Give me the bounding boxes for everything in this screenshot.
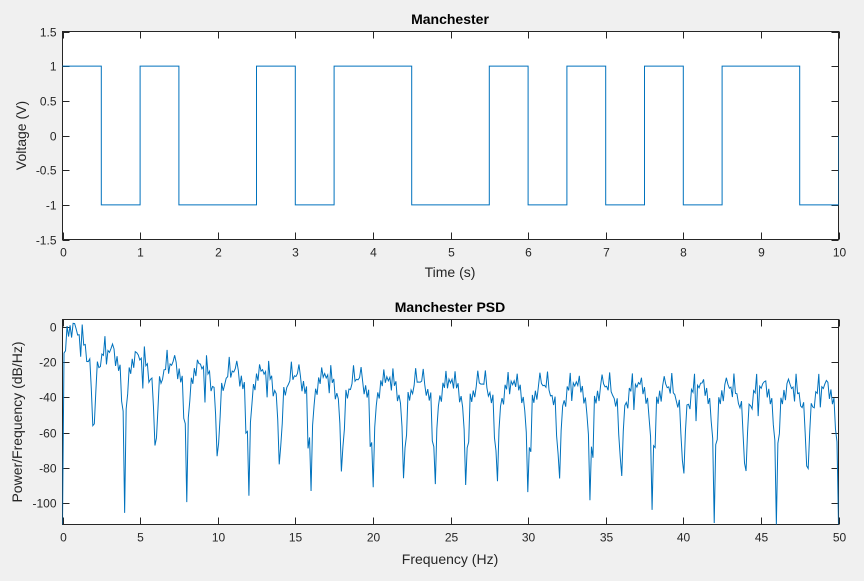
manchester-signal-ytick-label: 1.5 — [40, 26, 57, 40]
manchester-signal-trace — [62, 65, 839, 206]
manchester-psd-ytick-label: -60 — [39, 427, 57, 441]
manchester-psd-ytick-label: -80 — [39, 462, 57, 476]
manchester-psd-xtick-label: 40 — [677, 531, 691, 545]
manchester-signal-ytick-label: -0.5 — [36, 164, 57, 178]
manchester-signal-axes: Manchester Time (s) Voltage (V) 0 1 2 3 4 5 6 7… — [13, 11, 846, 280]
manchester-psd-ytick-label: 0 — [50, 321, 57, 335]
manchester-psd-xtick-label: 15 — [289, 531, 303, 545]
manchester-psd-ytick-label: -20 — [39, 356, 57, 370]
manchester-signal-xtick-label: 4 — [370, 246, 377, 260]
manchester-signal-ytick-label: 1 — [50, 60, 57, 74]
manchester-signal-xlabel: Time (s) — [425, 264, 476, 280]
manchester-psd-xlabel: Frequency (Hz) — [402, 551, 498, 567]
manchester-signal-xtick-label: 6 — [525, 246, 532, 260]
manchester-signal-xtick-label: 5 — [448, 246, 455, 260]
manchester-psd-ylabel: Power/Frequency (dB/Hz) — [9, 341, 25, 502]
manchester-psd-ytick-label: -100 — [32, 497, 56, 511]
manchester-psd-axes: Manchester PSD Frequency (Hz) Power/Freq… — [9, 299, 846, 567]
manchester-psd-xtick-label: 5 — [137, 531, 144, 545]
manchester-psd-xtick-label: 50 — [833, 531, 847, 545]
manchester-signal-xtick-label: 10 — [833, 246, 847, 260]
manchester-psd-xtick-label: 20 — [367, 531, 381, 545]
manchester-signal-ytick-label: -1.5 — [36, 234, 57, 248]
manchester-psd-trace — [62, 322, 839, 525]
manchester-signal-xtick-label: 7 — [603, 246, 610, 260]
manchester-signal-ytick-label: 0.5 — [40, 95, 57, 109]
manchester-psd-xtick-label: 0 — [60, 531, 67, 545]
manchester-signal-xtick-label: 1 — [137, 246, 144, 260]
manchester-signal-xtick-label: 9 — [758, 246, 765, 260]
manchester-psd-xtick-label: 25 — [445, 531, 459, 545]
manchester-psd-xtick-label: 35 — [600, 531, 614, 545]
manchester-psd-xtick-label: 10 — [212, 531, 226, 545]
manchester-signal-xtick-label: 8 — [680, 246, 687, 260]
manchester-signal-xtick-label: 3 — [292, 246, 299, 260]
manchester-signal-xtick-label: 2 — [215, 246, 222, 260]
manchester-signal-ytick-label: 0 — [50, 130, 57, 144]
manchester-psd-xtick-label: 45 — [755, 531, 769, 545]
manchester-signal-xtick-label: 0 — [60, 246, 67, 260]
manchester-psd-ytick-label: -40 — [39, 391, 57, 405]
manchester-psd-xtick-label: 30 — [522, 531, 536, 545]
manchester-signal-title: Manchester — [411, 11, 489, 27]
manchester-psd-title: Manchester PSD — [395, 299, 505, 315]
manchester-signal-ylabel: Voltage (V) — [13, 101, 29, 170]
manchester-signal-ytick-label: -1 — [46, 199, 57, 213]
manchester-psd-plot-area — [62, 319, 839, 525]
